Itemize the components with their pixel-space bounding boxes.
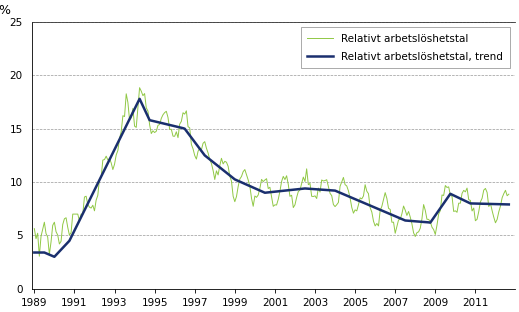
Relativt arbetslöshetstal [36,254,43,258]
Relativt arbetslöshetstal [367,206,373,210]
Relativt arbetslöshetstal [252,194,258,198]
Relativt arbetslöshetstal [113,153,119,157]
Relativt arbetslöshetstal, trend [252,186,258,190]
Text: %: % [0,4,10,17]
Relativt arbetslöshetstal [136,86,143,90]
Relativt arbetslöshetstal, trend [427,221,433,225]
Relativt arbetslöshetstal, trend [51,255,58,259]
Relativt arbetslöshetstal [31,227,37,231]
Relativt arbetslöshetstal, trend [332,189,338,193]
Line: Relativt arbetslöshetstal, trend: Relativt arbetslöshetstal, trend [34,99,509,257]
Relativt arbetslöshetstal, trend [136,97,143,101]
Line: Relativt arbetslöshetstal: Relativt arbetslöshetstal [34,88,509,256]
Relativt arbetslöshetstal, trend [506,202,512,206]
Legend: Relativt arbetslöshetstal, Relativt arbetslöshetstal, trend: Relativt arbetslöshetstal, Relativt arbe… [301,27,510,68]
Relativt arbetslöshetstal [332,205,338,208]
Relativt arbetslöshetstal, trend [113,144,119,148]
Relativt arbetslöshetstal, trend [31,251,37,254]
Relativt arbetslöshetstal, trend [367,204,373,207]
Relativt arbetslöshetstal [277,189,283,193]
Relativt arbetslöshetstal [427,220,433,224]
Relativt arbetslöshetstal [506,192,512,196]
Relativt arbetslöshetstal, trend [277,189,283,193]
